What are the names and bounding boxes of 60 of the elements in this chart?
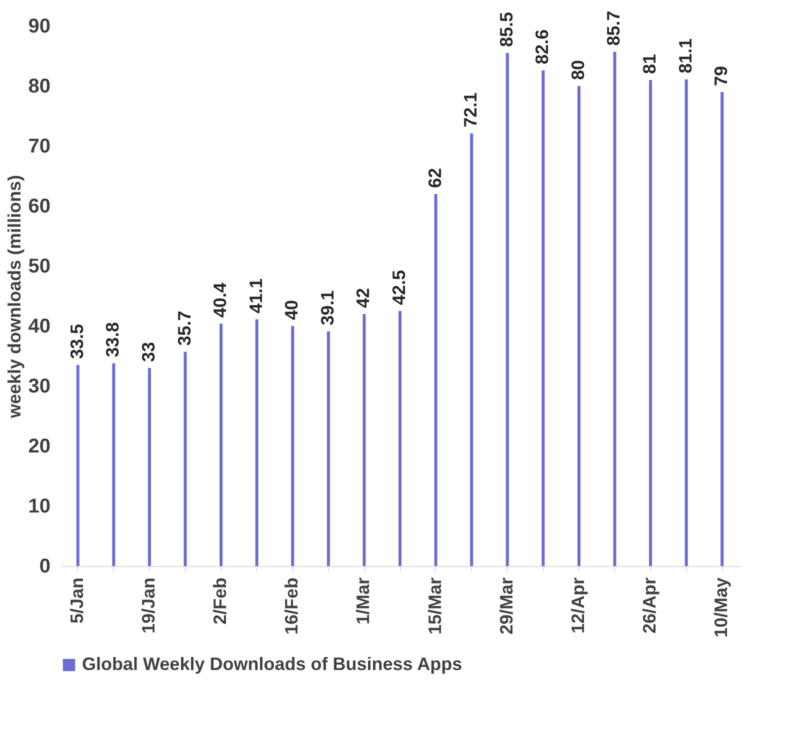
x-tick-label: 1/Mar [353,578,374,625]
y-tick-label: 30 [28,376,50,398]
y-tick-label: 80 [28,76,50,98]
data-label: 79 [711,66,732,86]
bar [148,368,151,566]
data-label: 82.6 [532,29,552,64]
bar [76,365,80,566]
bar [720,92,724,566]
data-label: 33.8 [102,322,123,358]
bar [684,79,688,566]
bar [398,311,402,566]
data-label: 62 [424,168,445,188]
data-label: 42.5 [389,270,409,305]
bar [434,194,438,566]
y-tick-label: 10 [28,496,50,518]
data-label: 81.1 [675,38,696,74]
x-tick-label: 15/Mar [424,578,445,635]
data-label: 85.5 [496,12,516,47]
bar [255,319,258,566]
bar [362,314,366,566]
y-tick-label: 60 [28,196,50,218]
bar [470,133,474,566]
y-tick-label: 20 [28,436,50,458]
bar [506,53,509,566]
data-label: 85.7 [604,10,624,46]
data-label: 72.1 [460,92,481,128]
x-tick-label: 5/Jan [66,578,87,624]
x-tick-label: 26/Apr [640,578,660,634]
bar [220,324,223,566]
bar [542,70,545,566]
y-tick-label: 40 [28,316,50,338]
data-label: 39.1 [317,290,338,326]
y-axis-title: weekly downloads (millions) [4,174,24,420]
data-label: 42 [353,288,374,308]
x-tick-label: 2/Feb [210,578,230,625]
y-tick-label: 0 [39,556,50,578]
data-label: 40.4 [210,282,230,318]
data-label: 40 [282,300,302,320]
data-label: 41.1 [246,278,266,314]
data-label: 33 [138,342,158,362]
x-tick-label: 12/Apr [568,578,588,634]
bar [577,86,580,566]
y-tick-label: 50 [28,256,50,278]
bar [184,352,187,566]
bar [112,363,116,566]
bar [291,326,294,566]
data-label: 81 [640,54,660,74]
data-label: 33.5 [66,324,87,359]
bar [649,80,652,566]
y-tick-label: 90 [28,16,50,38]
x-tick-label: 19/Jan [138,578,158,634]
x-tick-label: 10/May [711,578,732,638]
data-label: 35.7 [174,310,194,346]
data-label: 80 [568,60,588,80]
legend-label: Global Weekly Downloads of Business Apps [82,654,462,674]
x-tick-label: 16/Feb [282,578,302,635]
y-tick-label: 70 [28,136,50,158]
bar [613,52,616,566]
bar [326,331,330,566]
x-tick-label: 29/Mar [496,578,516,635]
